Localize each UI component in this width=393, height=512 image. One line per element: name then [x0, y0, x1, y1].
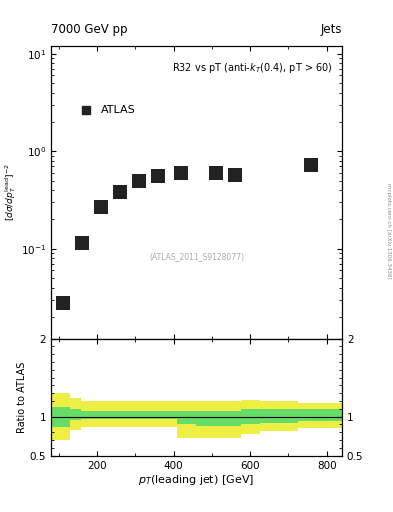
Point [178, 169, 184, 177]
Point [79, 239, 85, 247]
Point [17, 158, 24, 166]
Point [59, 298, 66, 307]
Text: mcplots.cern.ch [arXiv:1306.3436]: mcplots.cern.ch [arXiv:1306.3436] [386, 183, 391, 278]
Point [155, 172, 162, 180]
X-axis label: $p_T$(leading jet) [GeV]: $p_T$(leading jet) [GeV] [138, 473, 255, 487]
Text: ATLAS: ATLAS [101, 105, 135, 115]
Point [213, 169, 219, 177]
Point [136, 177, 142, 185]
Text: Jets: Jets [320, 23, 342, 36]
Point [308, 161, 314, 169]
Text: (ATLAS_2011_S9128077): (ATLAS_2011_S9128077) [149, 252, 244, 261]
Y-axis label: Ratio to ATLAS: Ratio to ATLAS [17, 361, 27, 433]
Point [98, 203, 104, 211]
Text: R32 vs pT (anti-$k_T$(0.4), pT > 60): R32 vs pT (anti-$k_T$(0.4), pT > 60) [173, 61, 333, 75]
Y-axis label: $[d\sigma/dp_T^{\rm lead}]^{-3}$ /
$[d\sigma/dp_T^{\rm lead}]^{-2}$: $[d\sigma/dp_T^{\rm lead}]^{-3}$ / $[d\s… [0, 160, 18, 225]
Point [231, 171, 238, 179]
Text: 7000 GeV pp: 7000 GeV pp [51, 23, 128, 36]
Point [117, 188, 123, 197]
